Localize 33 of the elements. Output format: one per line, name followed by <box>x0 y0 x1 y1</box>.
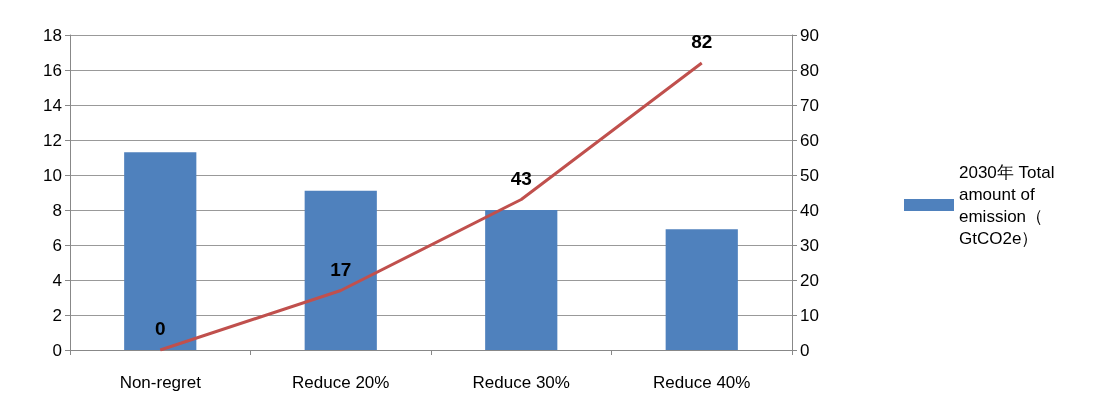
bar <box>304 190 377 350</box>
y-tick-label: 18 <box>43 25 62 45</box>
bar <box>485 210 558 350</box>
y-tick-label: 4 <box>52 270 62 290</box>
y-tick-label: 10 <box>43 165 62 185</box>
x-tick-label: Reduce 20% <box>292 373 390 392</box>
data-label: 0 <box>154 318 166 339</box>
legend-label: 2030年 Total amount of emission（GtCO2e） <box>959 162 1060 248</box>
y-tick-label: 16 <box>43 60 62 80</box>
y2-tick-label: 70 <box>800 95 819 115</box>
y2-tick-label: 60 <box>800 130 819 150</box>
y2-tick-label: 20 <box>800 270 819 290</box>
y2-tick-label: 30 <box>800 235 819 255</box>
data-label: 82 <box>691 31 713 52</box>
bar <box>124 152 197 350</box>
y2-tick-label: 50 <box>800 165 819 185</box>
y-tick-label: 12 <box>43 130 62 150</box>
x-tick-label: Reduce 30% <box>472 373 570 392</box>
y2-tick-label: 40 <box>800 200 819 220</box>
y-tick-label: 14 <box>43 95 62 115</box>
data-label: 43 <box>510 167 532 189</box>
y-tick-label: 2 <box>52 305 62 325</box>
y-tick-label: 0 <box>52 340 62 360</box>
y2-tick-label: 0 <box>800 340 810 360</box>
data-label: 17 <box>330 258 352 280</box>
x-tick-label: Reduce 40% <box>653 373 751 392</box>
x-tick-label: Non-regret <box>119 373 202 392</box>
y2-tick-label: 90 <box>800 25 819 45</box>
bar <box>665 229 738 350</box>
y2-tick-label: 10 <box>800 305 819 325</box>
y-tick-label: 8 <box>52 200 62 220</box>
y2-tick-label: 80 <box>800 60 819 80</box>
y-tick-label: 6 <box>52 235 62 255</box>
